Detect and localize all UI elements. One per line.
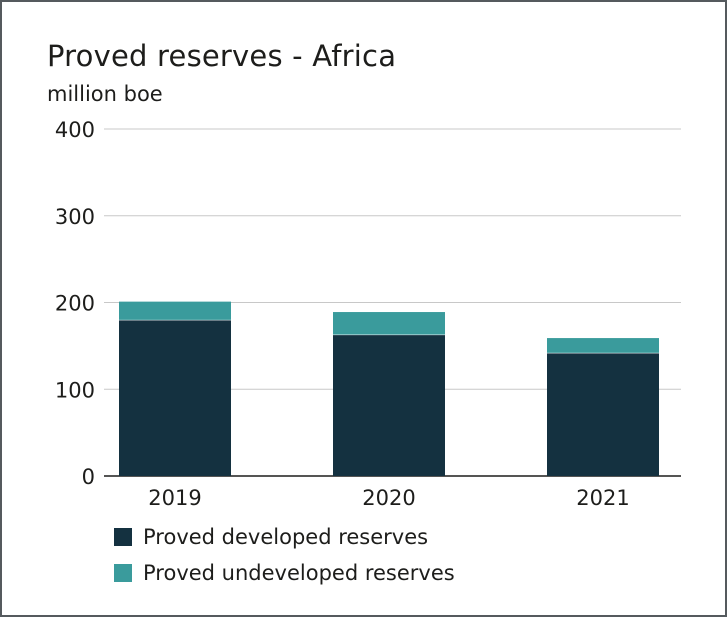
- y-tick-label-100: 100: [55, 378, 95, 402]
- chart-subtitle: million boe: [47, 82, 163, 106]
- legend-item-undeveloped: Proved undeveloped reserves: [114, 555, 455, 591]
- y-tick-label-200: 200: [55, 292, 95, 316]
- legend-swatch-developed: [114, 528, 132, 546]
- legend: Proved developed reserves Proved undevel…: [114, 519, 455, 591]
- bar-2019-developed: [119, 319, 231, 476]
- bar-chart: 0 100 200 300 400 2019 2020 2021: [55, 118, 681, 510]
- x-axis-ticks: 2019 2020 2021: [148, 486, 629, 510]
- chart-title: Proved reserves - Africa: [47, 39, 397, 73]
- bar-2021-developed: [547, 352, 659, 476]
- x-tick-label-2020: 2020: [362, 486, 415, 510]
- bars: [119, 301, 659, 476]
- bar-2021-undeveloped: [547, 338, 659, 353]
- x-tick-label-2021: 2021: [576, 486, 629, 510]
- legend-item-developed: Proved developed reserves: [114, 519, 455, 555]
- bar-2020-undeveloped: [333, 312, 445, 335]
- x-tick-label-2019: 2019: [148, 486, 201, 510]
- legend-swatch-undeveloped: [114, 564, 132, 582]
- y-tick-label-400: 400: [55, 118, 95, 142]
- bar-2019-undeveloped: [119, 301, 231, 320]
- legend-label-developed: Proved developed reserves: [143, 525, 429, 549]
- y-tick-label-0: 0: [82, 465, 95, 489]
- y-axis-ticks: 0 100 200 300 400: [55, 118, 95, 489]
- legend-label-undeveloped: Proved undeveloped reserves: [143, 561, 455, 585]
- bar-2020-developed: [333, 334, 445, 476]
- y-tick-label-300: 300: [55, 205, 95, 229]
